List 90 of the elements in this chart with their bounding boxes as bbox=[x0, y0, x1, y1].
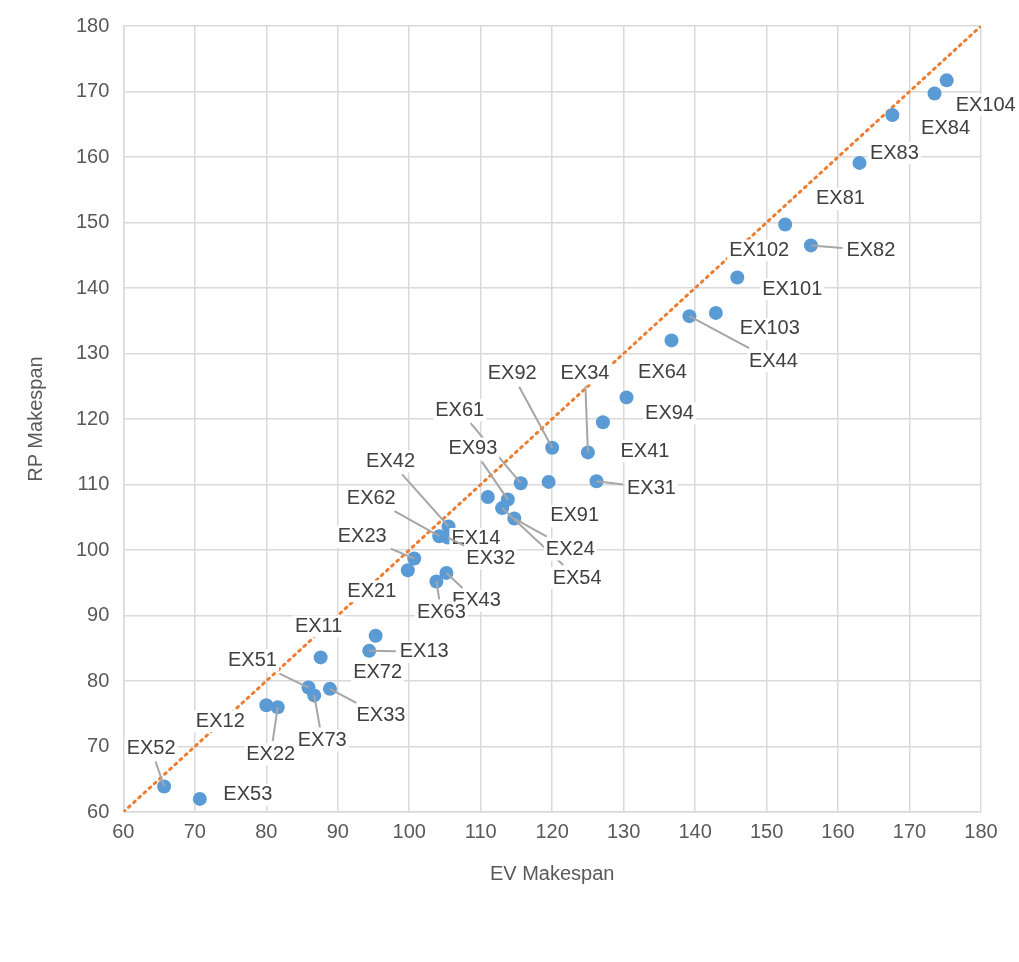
data-label: EX12 bbox=[195, 708, 245, 731]
data-label: EX23 bbox=[337, 524, 387, 547]
point bbox=[368, 628, 383, 643]
y-tick-label: 140 bbox=[75, 275, 110, 298]
data-label: EX44 bbox=[748, 348, 798, 371]
data-label: EX101 bbox=[762, 277, 823, 300]
x-tick-label: 90 bbox=[326, 819, 349, 842]
x-tick-label: 140 bbox=[678, 819, 712, 842]
data-label: EX52 bbox=[126, 735, 176, 758]
x-tick-label: 60 bbox=[112, 819, 135, 842]
x-tick-label: 120 bbox=[535, 819, 569, 842]
data-label: EX102 bbox=[729, 237, 790, 260]
point bbox=[157, 779, 172, 794]
point bbox=[541, 474, 556, 489]
data-label: EX31 bbox=[627, 475, 676, 498]
point bbox=[664, 333, 679, 348]
data-label: EX14 bbox=[451, 526, 501, 549]
data-label: EX62 bbox=[346, 485, 396, 508]
x-tick-label: 180 bbox=[964, 819, 998, 842]
data-label: EX72 bbox=[353, 660, 403, 683]
y-tick-label: 120 bbox=[75, 406, 110, 429]
point bbox=[313, 650, 328, 665]
x-tick-label: 130 bbox=[606, 819, 641, 842]
point bbox=[480, 489, 495, 504]
point bbox=[595, 415, 610, 430]
data-label: EX81 bbox=[816, 186, 865, 209]
point bbox=[580, 445, 595, 460]
point bbox=[259, 698, 274, 713]
point bbox=[939, 73, 954, 88]
data-label: EX54 bbox=[552, 565, 602, 588]
x-tick-label: 160 bbox=[821, 819, 855, 842]
y-tick-label: 130 bbox=[75, 341, 110, 364]
data-label: EX22 bbox=[246, 741, 296, 764]
y-tick-label: 180 bbox=[75, 13, 110, 36]
data-label: EX21 bbox=[347, 578, 397, 601]
point bbox=[192, 791, 207, 806]
y-tick-label: 70 bbox=[87, 734, 110, 757]
data-label: EX91 bbox=[550, 503, 600, 526]
y-tick-label: 60 bbox=[87, 799, 110, 822]
point bbox=[852, 155, 867, 170]
x-tick-label: 150 bbox=[749, 819, 784, 842]
data-label: EX53 bbox=[223, 782, 273, 805]
point bbox=[927, 86, 942, 101]
data-label: EX41 bbox=[620, 438, 670, 461]
y-tick-label: 100 bbox=[75, 537, 110, 560]
data-label: EX42 bbox=[366, 448, 416, 471]
data-label: EX94 bbox=[645, 400, 694, 423]
y-axis-title: RP Makespan bbox=[23, 356, 46, 482]
point bbox=[708, 305, 723, 320]
y-tick-label: 90 bbox=[87, 603, 110, 626]
data-label: EX11 bbox=[294, 613, 343, 636]
data-label: EX61 bbox=[435, 397, 485, 420]
point bbox=[270, 700, 285, 715]
y-tick-label: 110 bbox=[77, 472, 110, 495]
data-label: EX84 bbox=[921, 115, 971, 138]
point bbox=[513, 476, 528, 491]
point bbox=[322, 681, 337, 696]
data-label: EX82 bbox=[846, 237, 896, 260]
y-tick-label: 170 bbox=[75, 79, 110, 102]
data-label: EX64 bbox=[638, 359, 688, 382]
y-tick-label: 160 bbox=[75, 144, 110, 167]
data-label: EX34 bbox=[560, 360, 610, 383]
data-label: EX92 bbox=[487, 361, 537, 384]
x-tick-label: 80 bbox=[255, 819, 278, 842]
x-tick-label: 70 bbox=[183, 819, 206, 842]
data-label: EX51 bbox=[228, 648, 277, 671]
data-label: EX93 bbox=[448, 436, 498, 459]
point bbox=[778, 217, 793, 232]
point bbox=[400, 563, 415, 578]
data-label: EX13 bbox=[399, 639, 449, 662]
data-label: EX83 bbox=[869, 140, 919, 163]
y-tick-label: 80 bbox=[87, 668, 110, 691]
x-tick-label: 170 bbox=[892, 819, 927, 842]
data-label: EX33 bbox=[356, 703, 406, 726]
x-axis-title: EV Makespan bbox=[489, 861, 615, 884]
x-tick-label: 100 bbox=[392, 819, 426, 842]
point bbox=[495, 501, 510, 516]
data-label: EX24 bbox=[545, 537, 595, 560]
point bbox=[545, 440, 560, 455]
data-label: EX32 bbox=[466, 546, 516, 569]
y-tick-label: 150 bbox=[75, 210, 110, 233]
point bbox=[682, 309, 697, 324]
data-label: EX104 bbox=[955, 92, 1016, 115]
data-label: EX103 bbox=[739, 316, 800, 339]
point bbox=[362, 643, 377, 658]
data-label: EX73 bbox=[297, 727, 347, 750]
x-tick-label: 110 bbox=[464, 819, 497, 842]
point bbox=[885, 108, 900, 123]
point bbox=[730, 270, 745, 285]
point bbox=[619, 390, 634, 405]
